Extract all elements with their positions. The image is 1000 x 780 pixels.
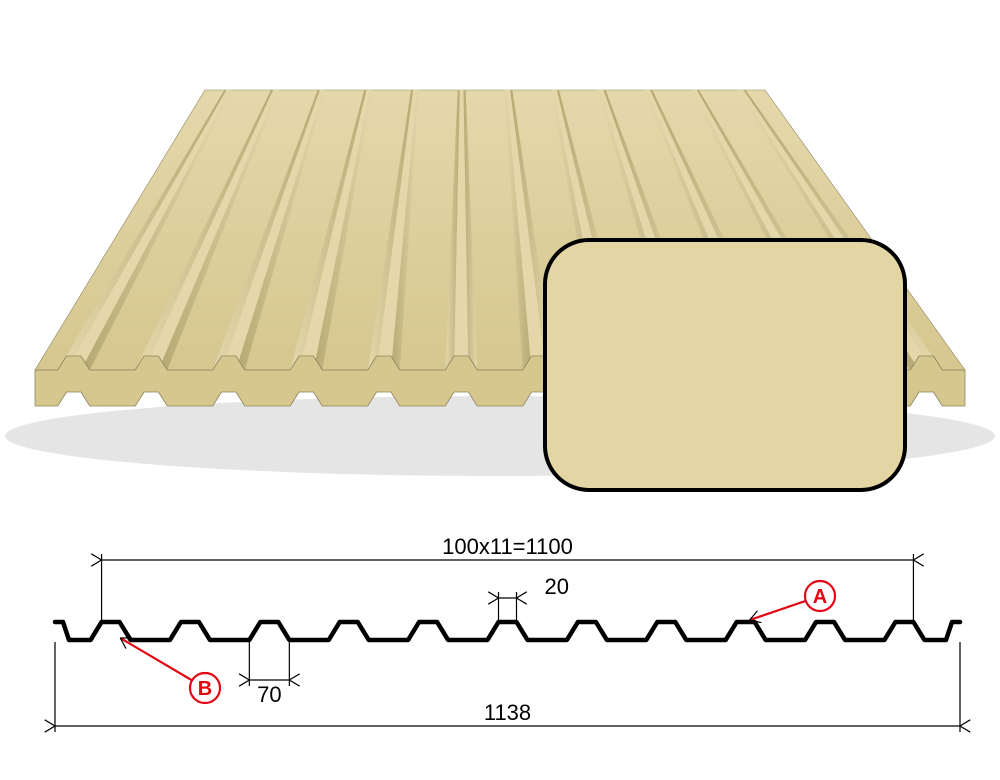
marker-label: B bbox=[198, 678, 212, 700]
canvas: 1138 100x11=1100 20 70 A B bbox=[0, 0, 1000, 780]
dim-label-ribbase: 70 bbox=[257, 682, 281, 707]
dim-label: 100x11=1100 bbox=[442, 534, 573, 559]
marker-A: A bbox=[750, 581, 835, 623]
dim-label: 1138 bbox=[484, 700, 531, 725]
cross-section-drawing: 1138 100x11=1100 20 70 A B bbox=[45, 534, 971, 732]
dim-label-ribtop: 20 bbox=[545, 574, 569, 599]
marker-B: B bbox=[120, 638, 220, 703]
profile-path bbox=[55, 622, 960, 640]
color-swatch bbox=[545, 240, 905, 490]
marker-label: A bbox=[813, 586, 827, 608]
diagram-svg: 1138 100x11=1100 20 70 A B bbox=[0, 0, 1000, 780]
